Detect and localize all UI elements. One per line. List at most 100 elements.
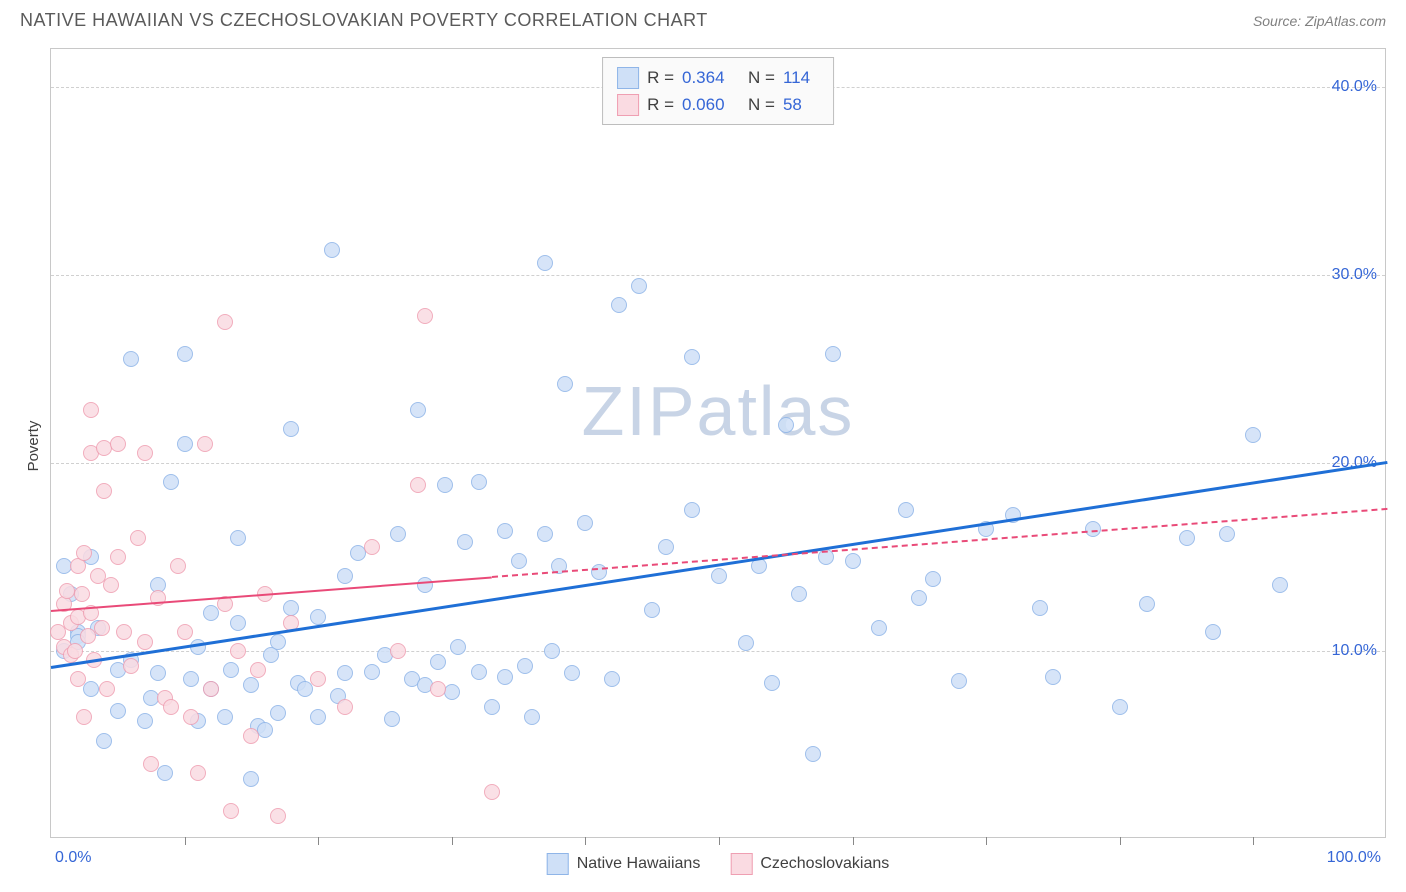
scatter-point	[70, 671, 86, 687]
scatter-point	[911, 590, 927, 606]
scatter-point	[250, 662, 266, 678]
scatter-point	[110, 549, 126, 565]
scatter-point	[324, 242, 340, 258]
scatter-chart: ZIPatlas 10.0%20.0%30.0%40.0%0.0%100.0%R…	[50, 48, 1386, 838]
scatter-point	[270, 808, 286, 824]
scatter-point	[137, 445, 153, 461]
y-tick-label: 10.0%	[1332, 642, 1377, 660]
scatter-point	[177, 436, 193, 452]
scatter-point	[1205, 624, 1221, 640]
series-legend: Native HawaiiansCzechoslovakians	[547, 853, 890, 875]
scatter-point	[1112, 699, 1128, 715]
legend-swatch	[547, 853, 569, 875]
correlation-legend: R =0.364N =114R =0.060N =58	[602, 57, 834, 125]
scatter-point	[524, 709, 540, 725]
scatter-point	[67, 643, 83, 659]
scatter-point	[230, 530, 246, 546]
r-value: 0.364	[682, 64, 740, 91]
legend-row: R =0.060N =58	[617, 91, 819, 118]
scatter-point	[137, 713, 153, 729]
legend-item: Czechoslovakians	[730, 853, 889, 875]
legend-swatch	[617, 67, 639, 89]
n-label: N =	[748, 91, 775, 118]
scatter-point	[684, 349, 700, 365]
scatter-point	[243, 771, 259, 787]
scatter-point	[217, 709, 233, 725]
scatter-point	[1219, 526, 1235, 542]
scatter-point	[177, 346, 193, 362]
y-tick-label: 30.0%	[1332, 266, 1377, 284]
scatter-point	[310, 709, 326, 725]
scatter-point	[564, 665, 580, 681]
scatter-point	[410, 477, 426, 493]
legend-swatch	[730, 853, 752, 875]
x-tick	[853, 837, 854, 845]
scatter-point	[557, 376, 573, 392]
scatter-point	[417, 308, 433, 324]
n-value: 58	[783, 91, 819, 118]
scatter-point	[658, 539, 674, 555]
scatter-point	[150, 665, 166, 681]
scatter-point	[163, 699, 179, 715]
scatter-point	[123, 658, 139, 674]
scatter-point	[805, 746, 821, 762]
scatter-point	[511, 553, 527, 569]
scatter-point	[230, 643, 246, 659]
scatter-point	[170, 558, 186, 574]
scatter-point	[384, 711, 400, 727]
scatter-point	[484, 699, 500, 715]
scatter-point	[223, 662, 239, 678]
scatter-point	[791, 586, 807, 602]
scatter-point	[337, 568, 353, 584]
scatter-point	[1032, 600, 1048, 616]
gridline	[51, 651, 1385, 652]
scatter-point	[544, 643, 560, 659]
watermark: ZIPatlas	[582, 371, 855, 451]
x-tick-label: 0.0%	[55, 849, 91, 867]
r-value: 0.060	[682, 91, 740, 118]
legend-row: R =0.364N =114	[617, 64, 819, 91]
scatter-point	[59, 583, 75, 599]
gridline	[51, 275, 1385, 276]
scatter-point	[611, 297, 627, 313]
scatter-point	[457, 534, 473, 550]
n-label: N =	[748, 64, 775, 91]
scatter-point	[738, 635, 754, 651]
scatter-point	[74, 586, 90, 602]
scatter-point	[764, 675, 780, 691]
scatter-point	[116, 624, 132, 640]
scatter-point	[471, 474, 487, 490]
scatter-point	[1139, 596, 1155, 612]
scatter-point	[951, 673, 967, 689]
scatter-point	[430, 681, 446, 697]
scatter-point	[76, 709, 92, 725]
scatter-point	[190, 765, 206, 781]
scatter-point	[94, 620, 110, 636]
legend-swatch	[617, 94, 639, 116]
scatter-point	[711, 568, 727, 584]
trend-line	[51, 461, 1387, 669]
scatter-point	[410, 402, 426, 418]
scatter-point	[845, 553, 861, 569]
scatter-point	[437, 477, 453, 493]
x-tick	[585, 837, 586, 845]
scatter-point	[778, 417, 794, 433]
scatter-point	[103, 577, 119, 593]
scatter-point	[197, 436, 213, 452]
scatter-point	[337, 665, 353, 681]
scatter-point	[1085, 521, 1101, 537]
scatter-point	[83, 681, 99, 697]
x-tick	[452, 837, 453, 845]
scatter-point	[157, 765, 173, 781]
scatter-point	[130, 530, 146, 546]
scatter-point	[137, 634, 153, 650]
gridline	[51, 463, 1385, 464]
chart-header: NATIVE HAWAIIAN VS CZECHOSLOVAKIAN POVER…	[0, 0, 1406, 37]
scatter-point	[871, 620, 887, 636]
scatter-point	[417, 577, 433, 593]
scatter-point	[183, 709, 199, 725]
scatter-point	[390, 526, 406, 542]
scatter-point	[203, 681, 219, 697]
scatter-point	[471, 664, 487, 680]
scatter-point	[123, 351, 139, 367]
